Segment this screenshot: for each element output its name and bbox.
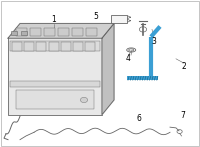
- Bar: [111, 15, 127, 23]
- Bar: [127, 76, 158, 80]
- Bar: [10, 41, 100, 51]
- Text: 5: 5: [94, 12, 98, 21]
- Bar: [44, 28, 55, 36]
- Bar: [12, 42, 22, 51]
- Bar: [73, 42, 83, 51]
- Text: 3: 3: [152, 37, 156, 46]
- Text: 2: 2: [182, 62, 186, 71]
- Bar: [49, 42, 59, 51]
- Bar: [36, 42, 46, 51]
- Text: 1: 1: [52, 15, 56, 24]
- Bar: [24, 42, 34, 51]
- Bar: [58, 28, 69, 36]
- Polygon shape: [102, 24, 114, 115]
- Bar: [85, 42, 95, 51]
- Bar: [86, 28, 97, 36]
- Bar: [21, 31, 27, 35]
- Text: 7: 7: [181, 111, 185, 120]
- Bar: [30, 28, 41, 36]
- Bar: [10, 81, 100, 87]
- Bar: [11, 31, 17, 35]
- Bar: [72, 28, 83, 36]
- Text: 4: 4: [126, 54, 130, 63]
- Text: 6: 6: [137, 114, 141, 123]
- Bar: [16, 90, 94, 109]
- Bar: [8, 38, 102, 115]
- Bar: [16, 28, 27, 36]
- Bar: [61, 42, 71, 51]
- Polygon shape: [8, 24, 114, 38]
- Circle shape: [80, 97, 88, 103]
